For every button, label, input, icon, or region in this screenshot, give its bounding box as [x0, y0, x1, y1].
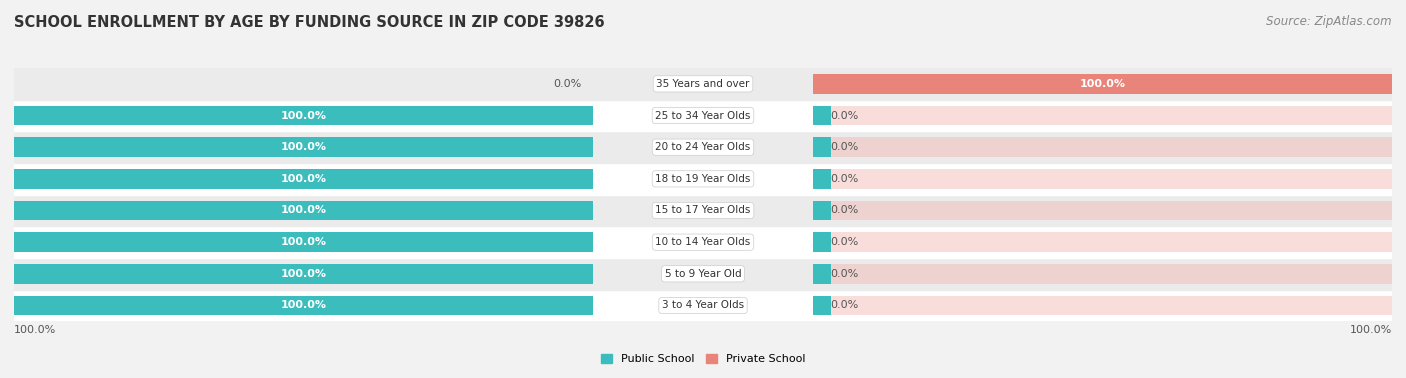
- Text: 20 to 24 Year Olds: 20 to 24 Year Olds: [655, 142, 751, 152]
- Bar: [14, 106, 593, 125]
- Text: 0.0%: 0.0%: [553, 79, 581, 89]
- Bar: [593, 195, 813, 226]
- Bar: [558, 169, 593, 189]
- Bar: [14, 201, 593, 220]
- Bar: [14, 137, 593, 157]
- Text: 25 to 34 Year Olds: 25 to 34 Year Olds: [655, 110, 751, 121]
- Text: 0.0%: 0.0%: [831, 110, 859, 121]
- Bar: [14, 226, 593, 258]
- Bar: [593, 132, 813, 163]
- Bar: [813, 132, 1392, 163]
- Bar: [813, 258, 1392, 290]
- Bar: [813, 100, 1392, 132]
- Text: 100.0%: 100.0%: [280, 110, 326, 121]
- Text: 10 to 14 Year Olds: 10 to 14 Year Olds: [655, 237, 751, 247]
- Text: 100.0%: 100.0%: [1080, 79, 1126, 89]
- Bar: [813, 137, 831, 157]
- Bar: [558, 137, 593, 157]
- Bar: [593, 100, 813, 132]
- Text: 100.0%: 100.0%: [280, 269, 326, 279]
- Text: 100.0%: 100.0%: [1350, 325, 1392, 335]
- Text: 0.0%: 0.0%: [831, 237, 859, 247]
- Bar: [558, 201, 593, 220]
- Bar: [813, 169, 1392, 189]
- Text: 100.0%: 100.0%: [280, 174, 326, 184]
- Bar: [813, 137, 1392, 157]
- Bar: [813, 201, 1392, 220]
- Bar: [558, 106, 593, 125]
- Bar: [813, 163, 1392, 195]
- Bar: [14, 132, 593, 163]
- Bar: [14, 290, 593, 321]
- Text: 5 to 9 Year Old: 5 to 9 Year Old: [665, 269, 741, 279]
- Bar: [593, 290, 813, 321]
- Text: Source: ZipAtlas.com: Source: ZipAtlas.com: [1267, 15, 1392, 28]
- Bar: [14, 296, 593, 315]
- Bar: [593, 163, 813, 195]
- Bar: [558, 296, 593, 315]
- Text: 100.0%: 100.0%: [280, 142, 326, 152]
- Bar: [558, 264, 593, 284]
- Bar: [813, 106, 1392, 125]
- Text: 35 Years and over: 35 Years and over: [657, 79, 749, 89]
- Bar: [813, 264, 1392, 284]
- Bar: [813, 169, 831, 189]
- Bar: [813, 290, 1392, 321]
- Bar: [813, 195, 1392, 226]
- Bar: [813, 296, 831, 315]
- Text: 100.0%: 100.0%: [280, 301, 326, 310]
- Bar: [813, 68, 1392, 100]
- Text: 0.0%: 0.0%: [831, 301, 859, 310]
- Bar: [14, 100, 593, 132]
- Bar: [593, 258, 813, 290]
- Text: 100.0%: 100.0%: [14, 325, 56, 335]
- Bar: [14, 169, 593, 189]
- Bar: [558, 232, 593, 252]
- Bar: [14, 258, 593, 290]
- Bar: [593, 226, 813, 258]
- Bar: [14, 232, 593, 252]
- Bar: [813, 296, 1392, 315]
- Bar: [593, 68, 813, 100]
- Bar: [813, 106, 831, 125]
- Bar: [813, 232, 831, 252]
- Bar: [14, 68, 593, 100]
- Bar: [813, 74, 1392, 94]
- Text: 3 to 4 Year Olds: 3 to 4 Year Olds: [662, 301, 744, 310]
- Bar: [14, 163, 593, 195]
- Bar: [813, 74, 1392, 94]
- Text: 100.0%: 100.0%: [280, 206, 326, 215]
- Text: 0.0%: 0.0%: [831, 142, 859, 152]
- Bar: [813, 232, 1392, 252]
- Bar: [813, 226, 1392, 258]
- Text: 0.0%: 0.0%: [831, 174, 859, 184]
- Text: 18 to 19 Year Olds: 18 to 19 Year Olds: [655, 174, 751, 184]
- Text: SCHOOL ENROLLMENT BY AGE BY FUNDING SOURCE IN ZIP CODE 39826: SCHOOL ENROLLMENT BY AGE BY FUNDING SOUR…: [14, 15, 605, 30]
- Bar: [813, 201, 831, 220]
- Bar: [14, 195, 593, 226]
- Text: 0.0%: 0.0%: [831, 269, 859, 279]
- Text: 0.0%: 0.0%: [831, 206, 859, 215]
- Text: 15 to 17 Year Olds: 15 to 17 Year Olds: [655, 206, 751, 215]
- Bar: [813, 264, 831, 284]
- Text: 100.0%: 100.0%: [280, 237, 326, 247]
- Legend: Public School, Private School: Public School, Private School: [596, 350, 810, 369]
- Bar: [14, 264, 593, 284]
